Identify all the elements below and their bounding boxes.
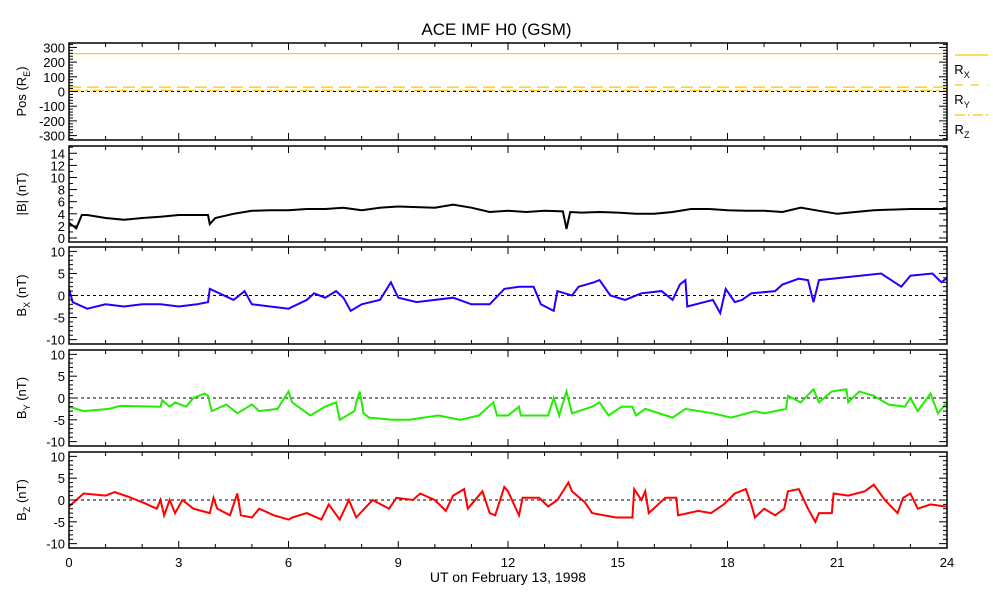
y-tick-label: 2 — [58, 219, 65, 234]
x-tick-label: 15 — [611, 555, 625, 570]
y-tick-label: 0 — [58, 231, 65, 246]
y-tick-label: 14 — [51, 146, 65, 161]
y-tick-label: -5 — [53, 413, 65, 428]
y-tick-label: 6 — [58, 195, 65, 210]
series-by-line — [69, 387, 947, 422]
y-axis-label: BZ (nT) — [14, 479, 32, 521]
panel-bz: 10 5 0 -5 -10 BZ (nT) — [14, 449, 948, 552]
y-tick-label: 0 — [58, 391, 65, 406]
y-tick-label: 5 — [58, 471, 65, 486]
panel-frame — [68, 145, 948, 243]
x-tick-label: 6 — [285, 555, 292, 570]
legend-label-ry: RY — [954, 92, 969, 110]
panel-bx: 10 5 0 -5 -10 BX (nT) — [14, 244, 948, 348]
y-axis-label: |B| (nT) — [14, 173, 29, 216]
y-tick-label: 10 — [51, 449, 65, 464]
y-tick-label: 100 — [43, 70, 65, 85]
series-bz-line — [69, 480, 947, 525]
y-tick-label: -5 — [53, 515, 65, 530]
x-tick-label: 18 — [720, 555, 734, 570]
y-tick-label: -200 — [39, 114, 65, 129]
y-tick-label: 10 — [51, 244, 65, 259]
y-axis-label: BX (nT) — [14, 274, 32, 316]
chart-title: ACE IMF H0 (GSM) — [421, 20, 572, 39]
y-tick-label: 10 — [51, 347, 65, 362]
x-tick-label: 0 — [65, 555, 72, 570]
series-b-line — [69, 203, 947, 230]
panel-by: 10 5 0 -5 -10 BY (nT) — [14, 347, 948, 450]
x-tick-label: 12 — [501, 555, 515, 570]
y-tick-label: -10 — [46, 333, 65, 348]
y-tick-label: 10 — [51, 170, 65, 185]
y-tick-label: -5 — [53, 311, 65, 326]
y-tick-label: 5 — [58, 369, 65, 384]
y-tick-label: 0 — [58, 85, 65, 100]
x-tick-label: 24 — [940, 555, 954, 570]
x-tick-label: 21 — [830, 555, 844, 570]
y-axis-label: Pos (RE) — [14, 66, 32, 116]
y-tick-label: 4 — [58, 207, 65, 222]
y-tick-label: 300 — [43, 40, 65, 55]
y-tick-label: -300 — [39, 129, 65, 144]
y-tick-label: 0 — [58, 289, 65, 304]
y-tick-label: 12 — [51, 158, 65, 173]
y-tick-label: 200 — [43, 55, 65, 70]
y-tick-label: 0 — [58, 493, 65, 508]
y-axis-label: BY (nT) — [14, 377, 32, 419]
x-axis-label: UT on February 13, 1998 — [429, 569, 587, 585]
series-bx-line — [69, 272, 947, 316]
y-tick-label: -10 — [46, 435, 65, 450]
y-tick-label: -10 — [46, 537, 65, 552]
y-tick-label: -100 — [39, 99, 65, 114]
y-tick-label: 8 — [58, 183, 65, 198]
y-tick-label: 5 — [58, 266, 65, 281]
legend-label-rz: RZ — [955, 122, 970, 140]
legend-label-rx: RX — [954, 62, 969, 80]
x-tick-label: 9 — [395, 555, 402, 570]
x-tick-label: 3 — [175, 555, 182, 570]
